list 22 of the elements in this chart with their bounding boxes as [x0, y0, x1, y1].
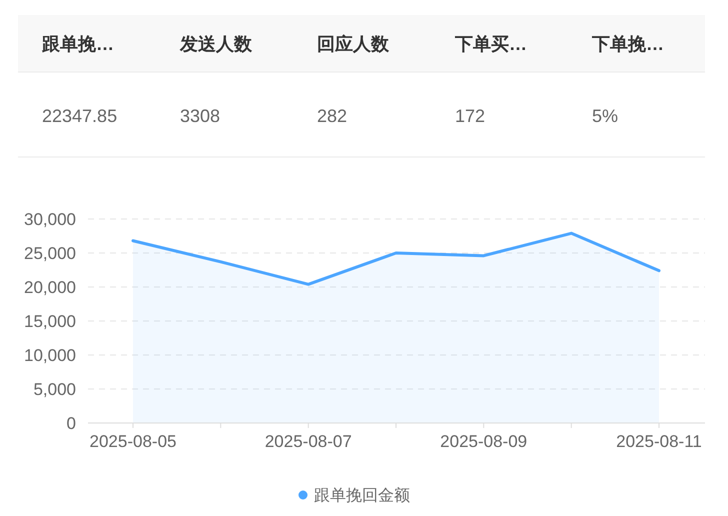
legend-label: 跟单挽回金额: [314, 486, 410, 505]
y-tick-label: 0: [66, 414, 76, 433]
category-label: 回应人数: [317, 34, 390, 54]
category-label: 发送人数: [179, 34, 253, 54]
x-tick-label: 2025-08-09: [440, 432, 528, 451]
text: 3308: [180, 106, 220, 126]
y-tick-label: 15,000: [24, 312, 76, 331]
text: 172: [455, 106, 486, 126]
category-label: 下单挽…: [591, 34, 664, 54]
y-tick-label: 10,000: [24, 346, 76, 365]
category-label: 下单买…: [454, 34, 527, 54]
y-tick-label: 5,000: [33, 380, 76, 399]
x-tick-label: 2025-08-11: [616, 432, 702, 451]
category-label: 跟单挽…: [41, 34, 114, 54]
x-tick-label: 2025-08-05: [90, 432, 176, 451]
y-tick-label: 20,000: [24, 278, 76, 297]
y-tick-label: 25,000: [24, 244, 76, 263]
text: 5%: [592, 106, 618, 126]
text: 22347.85: [42, 106, 118, 126]
y-tick-label: 30,000: [24, 210, 76, 229]
x-tick-label: 2025-08-07: [264, 432, 352, 451]
text: 282: [317, 106, 348, 126]
